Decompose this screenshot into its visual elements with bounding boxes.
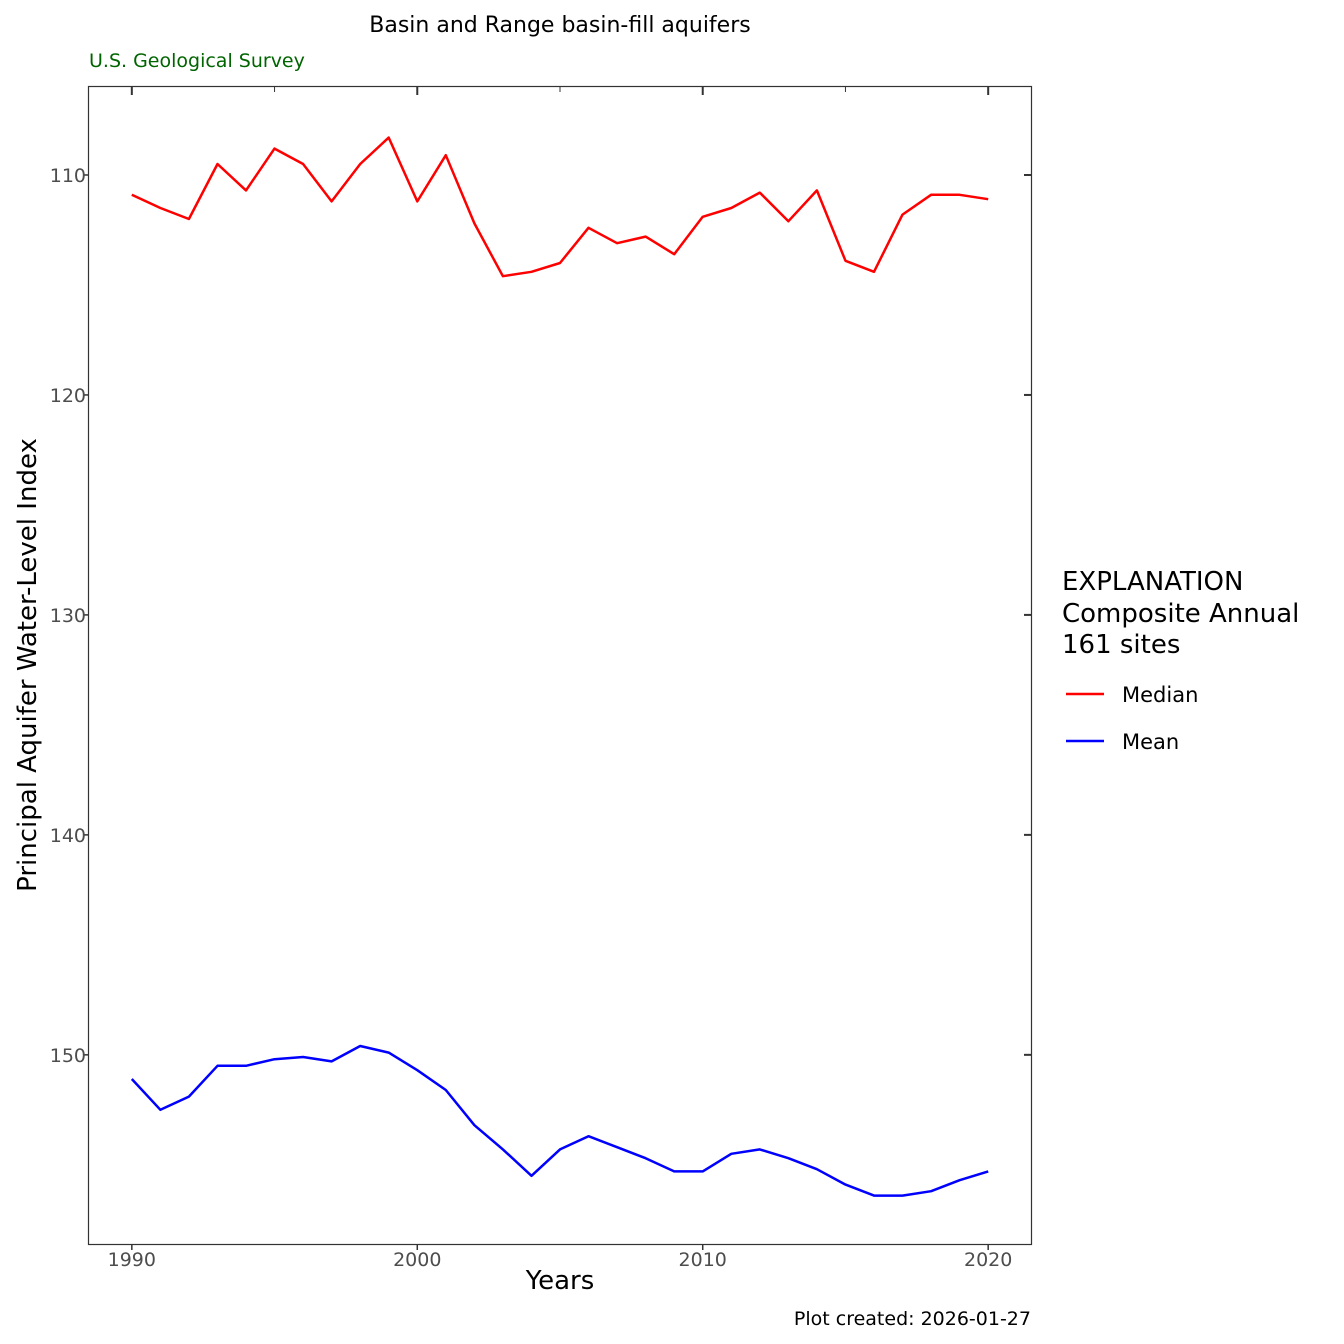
series-lines	[130, 136, 989, 1197]
legend-label-mean: Mean	[1122, 730, 1179, 754]
legend-label-median: Median	[1122, 683, 1198, 707]
y-tick-label: 140	[50, 825, 86, 847]
series-line-median	[131, 136, 989, 278]
legend-title-line-3: 161 sites	[1062, 630, 1180, 660]
x-axis-ticks: 1990 2000 2010 2020	[108, 87, 1012, 1271]
y-axis-title: Principal Aquifer Water-Level Index	[13, 438, 43, 892]
legend: EXPLANATION Composite Annual 161 sites M…	[1062, 567, 1299, 754]
y-axis-ticks: 110 120 130 140 150	[50, 165, 1031, 1067]
plot-created-caption: Plot created: 2026-01-27	[794, 1308, 1031, 1330]
x-tick-label: 2010	[679, 1249, 727, 1271]
chart-title: Basin and Range basin-fill aquifers	[369, 13, 750, 38]
legend-title-line-2: Composite Annual	[1062, 599, 1299, 629]
y-tick-label: 130	[50, 605, 86, 627]
x-axis-title: Years	[525, 1266, 595, 1296]
series-line-mean	[130, 1044, 989, 1197]
y-tick-label: 150	[50, 1045, 86, 1067]
x-tick-label: 1990	[108, 1249, 156, 1271]
legend-title-line-1: EXPLANATION	[1062, 567, 1243, 597]
y-tick-label: 110	[50, 165, 86, 187]
chart-subtitle: U.S. Geological Survey	[89, 50, 305, 72]
x-tick-label: 2000	[393, 1249, 441, 1271]
y-tick-label: 120	[50, 385, 86, 407]
plot-frame	[87, 85, 1033, 1246]
x-tick-label: 2020	[964, 1249, 1012, 1271]
